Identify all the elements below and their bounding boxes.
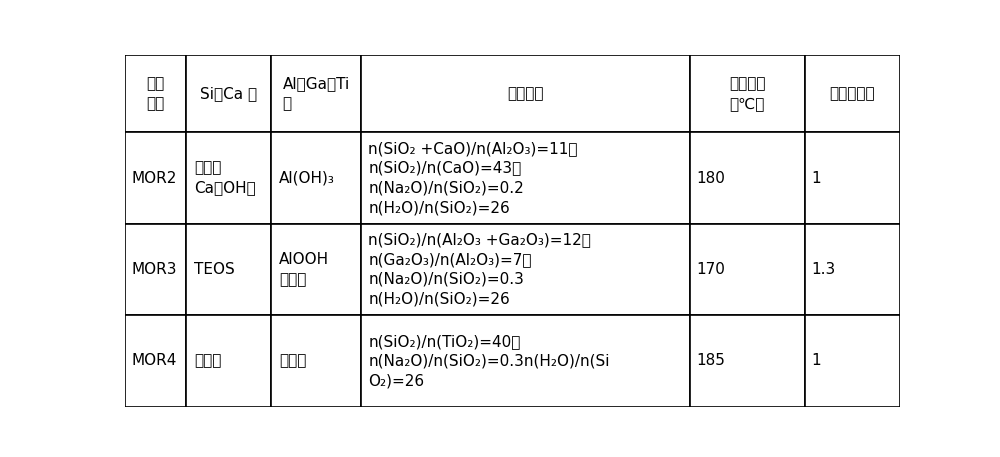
Text: 样品
编号: 样品 编号 [146, 76, 165, 111]
Bar [690, 315, 805, 407]
Text: MOR2: MOR2 [131, 170, 177, 186]
Bar [186, 224, 271, 315]
Text: 1.3: 1.3 [811, 262, 835, 277]
Text: MOR3: MOR3 [131, 262, 177, 277]
Bar [361, 224, 690, 315]
Text: 摩尔比例: 摩尔比例 [507, 86, 544, 101]
Bar [805, 224, 900, 315]
Text: 硅溶胶
Ca（OH）: 硅溶胶 Ca（OH） [194, 160, 256, 196]
Text: 180: 180 [696, 170, 725, 186]
Text: 钛溶胶: 钛溶胶 [279, 353, 307, 368]
Bar [125, 315, 186, 407]
Text: MOR4: MOR4 [131, 353, 177, 368]
Text: Al(OH)₃: Al(OH)₃ [279, 170, 335, 186]
Text: Si、Ca 源: Si、Ca 源 [200, 86, 257, 101]
Bar [271, 55, 361, 132]
Bar [271, 132, 361, 224]
Bar [125, 224, 186, 315]
Text: AlOOH
硝酸镓: AlOOH 硝酸镓 [279, 252, 329, 287]
Bar [690, 132, 805, 224]
Bar [125, 55, 186, 132]
Text: TEOS: TEOS [194, 262, 235, 277]
Bar [361, 315, 690, 407]
Text: 时间（天）: 时间（天） [830, 86, 875, 101]
Text: 1: 1 [811, 170, 820, 186]
Bar [186, 132, 271, 224]
Text: 170: 170 [696, 262, 725, 277]
Bar [271, 224, 361, 315]
Bar [805, 55, 900, 132]
Text: n(SiO₂)/n(Al₂O₃ +Ga₂O₃)=12，
n(Ga₂O₃)/n(Al₂O₃)=7，
n(Na₂O)/n(SiO₂)=0.3
n(H₂O)/n(Si: n(SiO₂)/n(Al₂O₃ +Ga₂O₃)=12， n(Ga₂O₃)/n(A… [368, 232, 591, 307]
Text: 185: 185 [696, 353, 725, 368]
Bar [361, 55, 690, 132]
Bar [805, 315, 900, 407]
Bar [271, 315, 361, 407]
Text: 水热温度
（℃）: 水热温度 （℃） [729, 76, 766, 111]
Bar [186, 55, 271, 132]
Bar [690, 224, 805, 315]
Text: 硅溶胶: 硅溶胶 [194, 353, 221, 368]
Text: n(SiO₂)/n(TiO₂)=40，
n(Na₂O)/n(SiO₂)=0.3n(H₂O)/n(Si
O₂)=26: n(SiO₂)/n(TiO₂)=40， n(Na₂O)/n(SiO₂)=0.3n… [368, 334, 610, 388]
Bar [361, 132, 690, 224]
Text: 1: 1 [811, 353, 820, 368]
Text: Al、Ga、Ti
源: Al、Ga、Ti 源 [282, 76, 350, 111]
Bar [805, 132, 900, 224]
Text: n(SiO₂ +CaO)/n(Al₂O₃)=11，
n(SiO₂)/n(CaO)=43，
n(Na₂O)/n(SiO₂)=0.2
n(H₂O)/n(SiO₂)=: n(SiO₂ +CaO)/n(Al₂O₃)=11， n(SiO₂)/n(CaO)… [368, 141, 578, 215]
Bar [125, 132, 186, 224]
Bar [186, 315, 271, 407]
Bar [690, 55, 805, 132]
